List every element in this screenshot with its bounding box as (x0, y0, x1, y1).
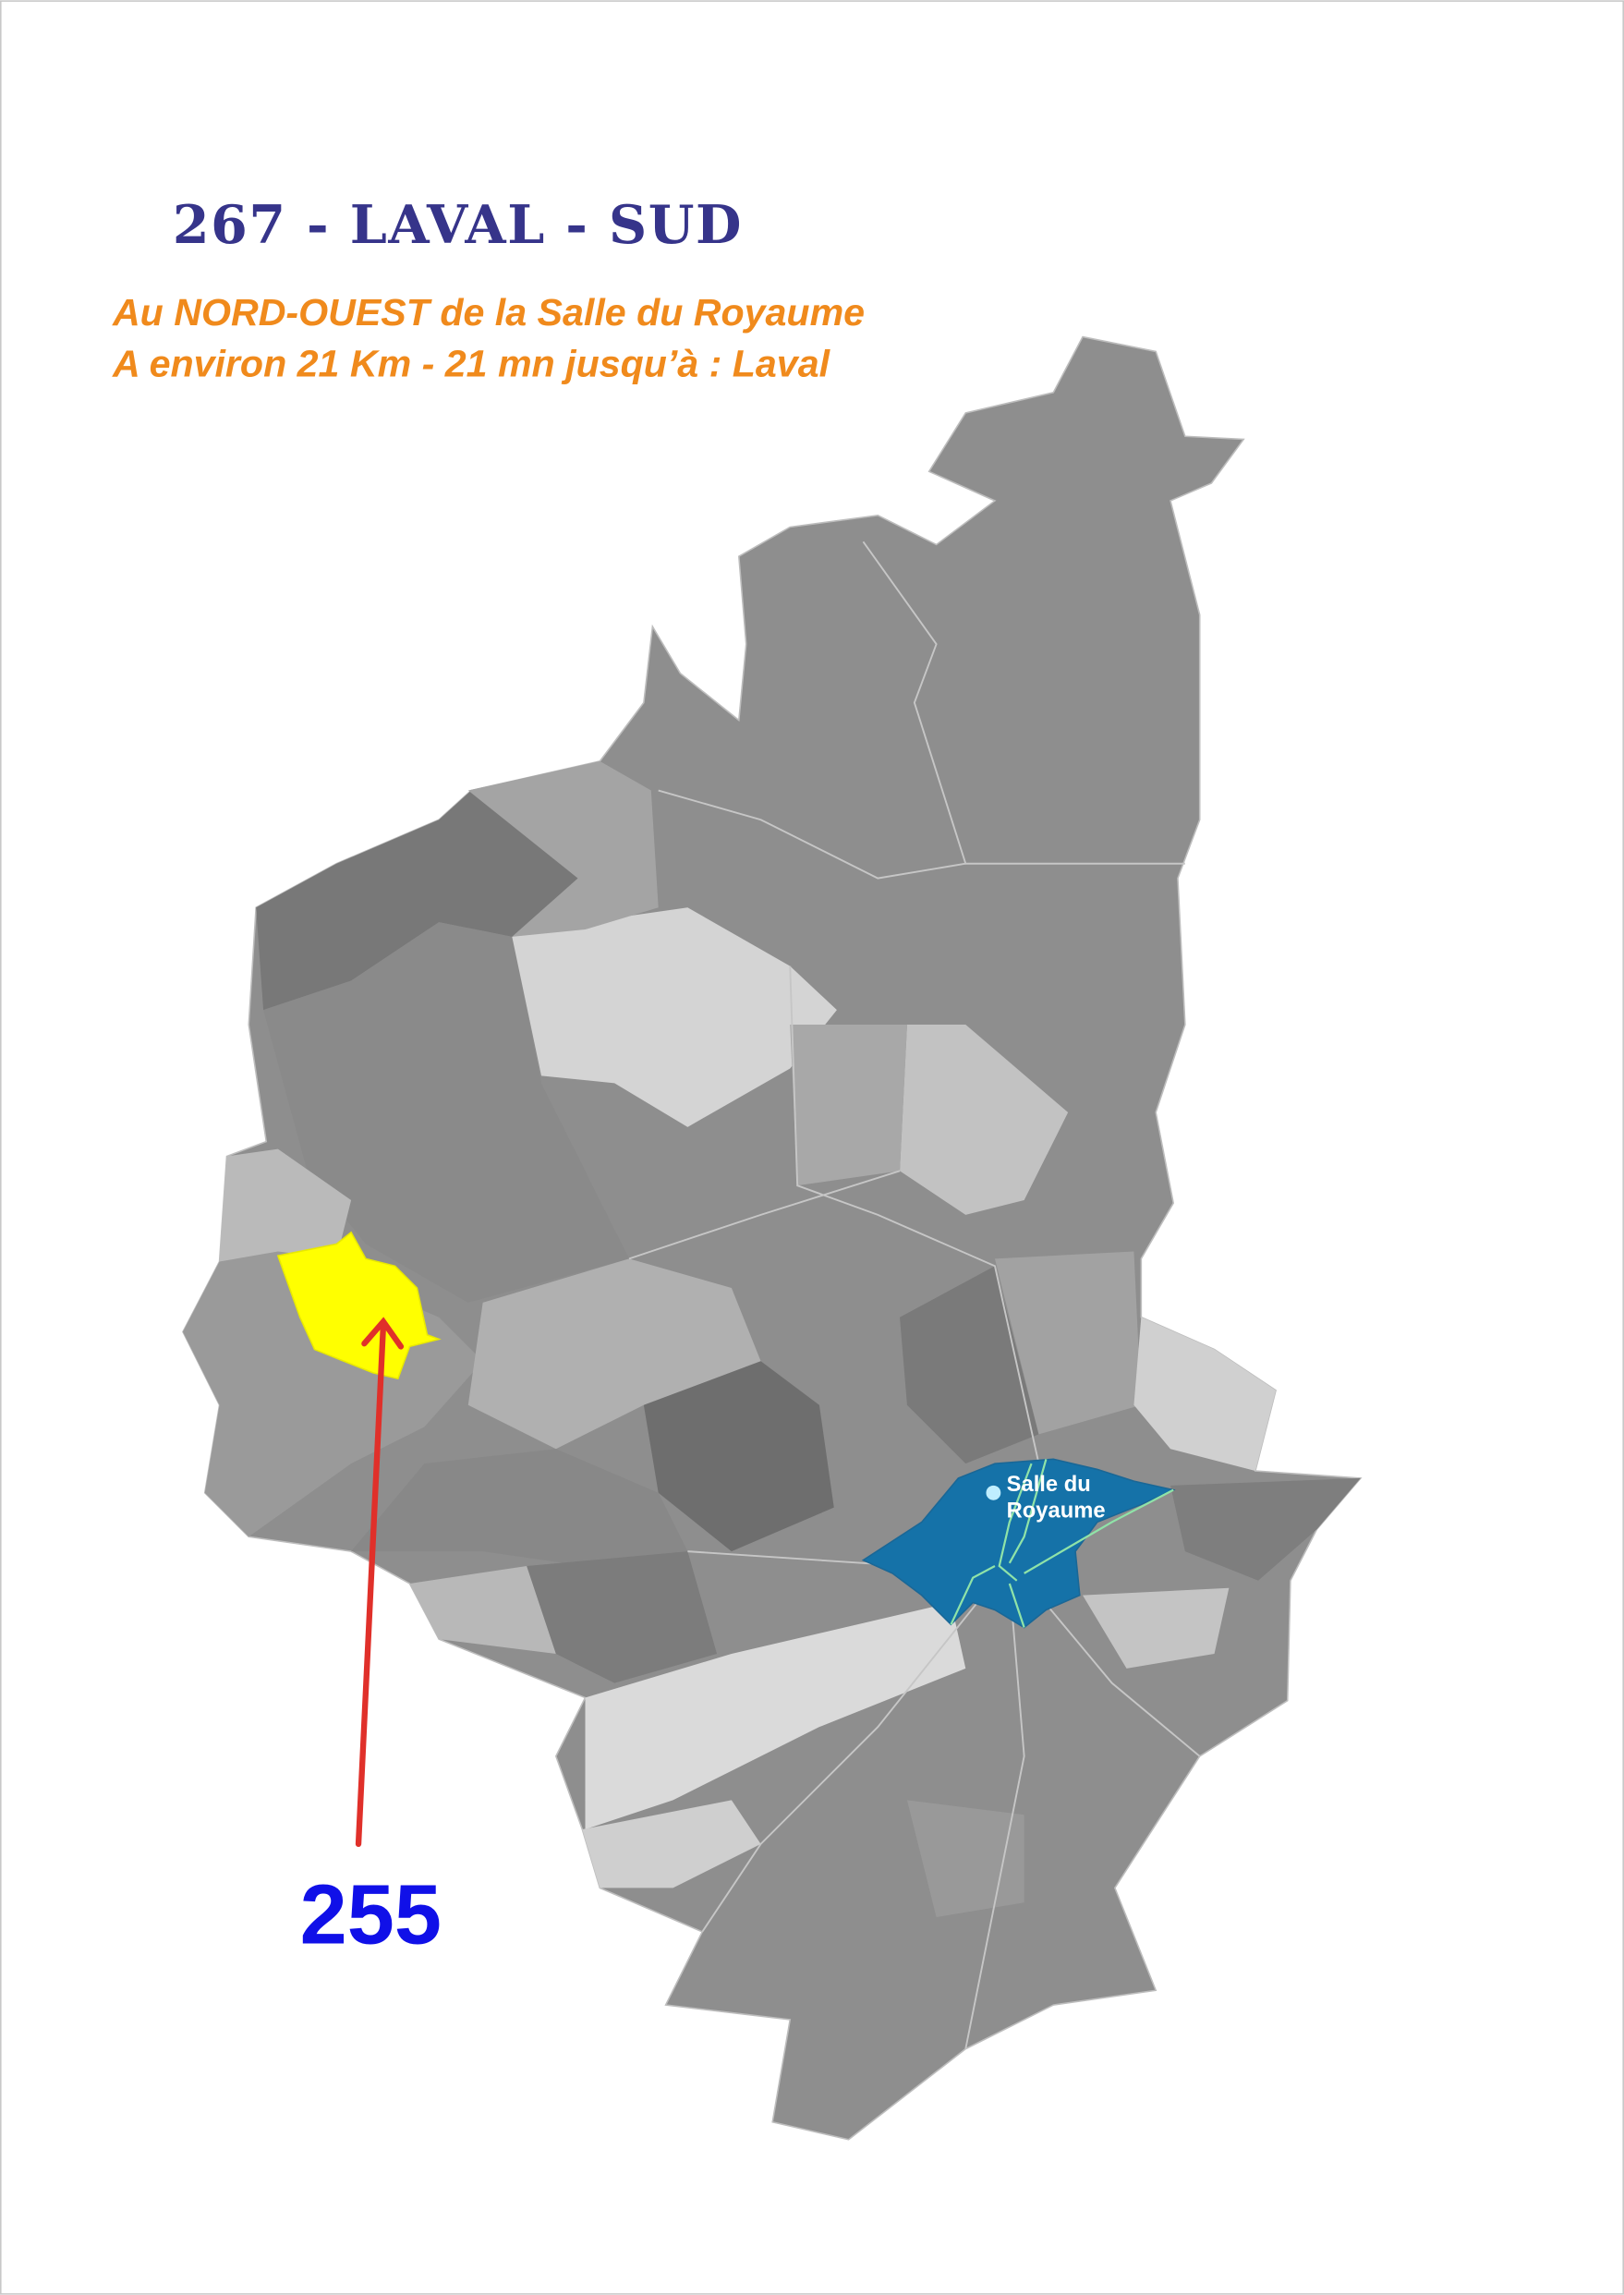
commune-area (409, 1565, 556, 1654)
commune-area (585, 1602, 966, 1830)
commune-area (256, 790, 578, 1011)
commune-area (1170, 1477, 1361, 1581)
commune-area (582, 1800, 761, 1888)
kingdom-hall-label-line1: Salle du (1007, 1472, 1091, 1497)
commune-area (467, 760, 659, 937)
commune-area (643, 1361, 834, 1552)
commune-area (467, 1258, 761, 1450)
kingdom-hall-label-line2: Royaume (1007, 1499, 1106, 1524)
page-title: 267 - LAVAL - SUD (173, 194, 743, 256)
commune-area (906, 1800, 1024, 1918)
commune-area (900, 1024, 1069, 1215)
department-map: Salle du Royaume (182, 335, 1363, 2141)
kingdom-hall-marker-icon (986, 1485, 1001, 1500)
territory-arrow (355, 1317, 405, 1848)
territory-number: 255 (300, 1868, 442, 1962)
commune-area (527, 1551, 718, 1683)
commune-area (263, 922, 630, 1303)
commune-area (351, 1449, 688, 1566)
distance-subtitle: A environ 21 Km - 21 mn jusqu’à : Laval (112, 342, 831, 384)
direction-subtitle: Au NORD-OUEST de la Salle du Royaume (112, 291, 865, 334)
commune-area (790, 1024, 907, 1186)
commune-area (994, 1251, 1142, 1435)
commune-area (1083, 1587, 1230, 1669)
commune-area (1133, 1317, 1277, 1472)
kingdom-hall-roads (950, 1459, 1174, 1628)
commune-area (900, 1266, 1039, 1464)
commune-area (512, 907, 837, 1127)
